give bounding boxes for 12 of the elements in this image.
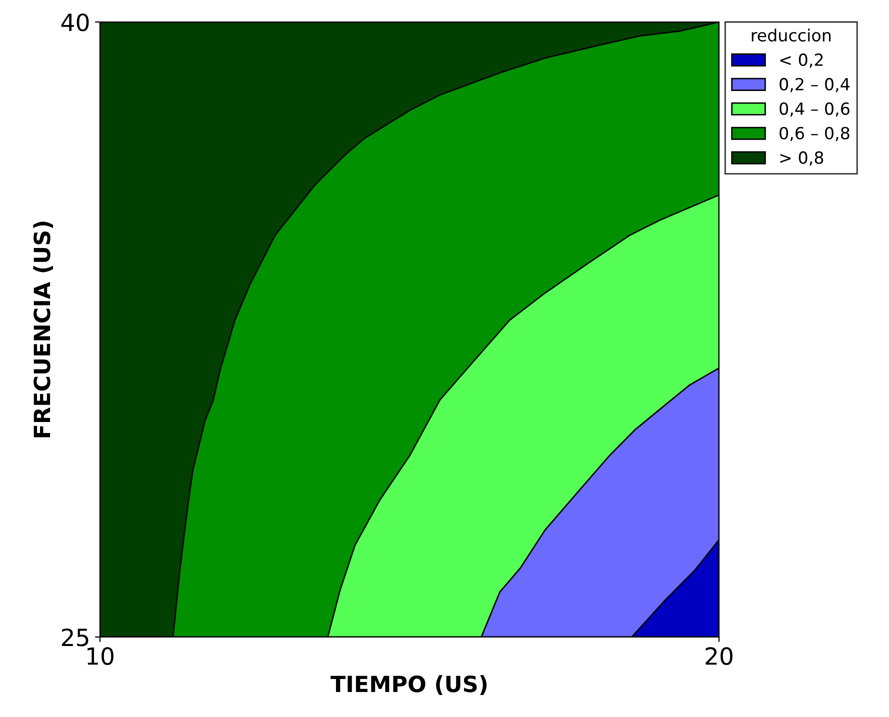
legend-label: 0,4 – 0,6 bbox=[780, 102, 850, 117]
y-tick-label: 40 bbox=[61, 13, 89, 32]
legend-title: reduccion bbox=[752, 28, 831, 42]
y-tick-label: 25 bbox=[62, 628, 88, 646]
x-tick-label: 20 bbox=[706, 647, 732, 665]
x-axis-title: TIEMPO (US) bbox=[330, 675, 487, 695]
legend-label: 0,2 – 0,4 bbox=[780, 78, 850, 92]
x-tick-label: 10 bbox=[88, 647, 114, 665]
legend-label: 0,6 – 0,8 bbox=[780, 126, 850, 142]
y-axis-title: FRECUENCIA (US) bbox=[33, 222, 53, 438]
legend-label: > 0,8 bbox=[780, 151, 824, 166]
legend-label: < 0,2 bbox=[780, 53, 823, 68]
